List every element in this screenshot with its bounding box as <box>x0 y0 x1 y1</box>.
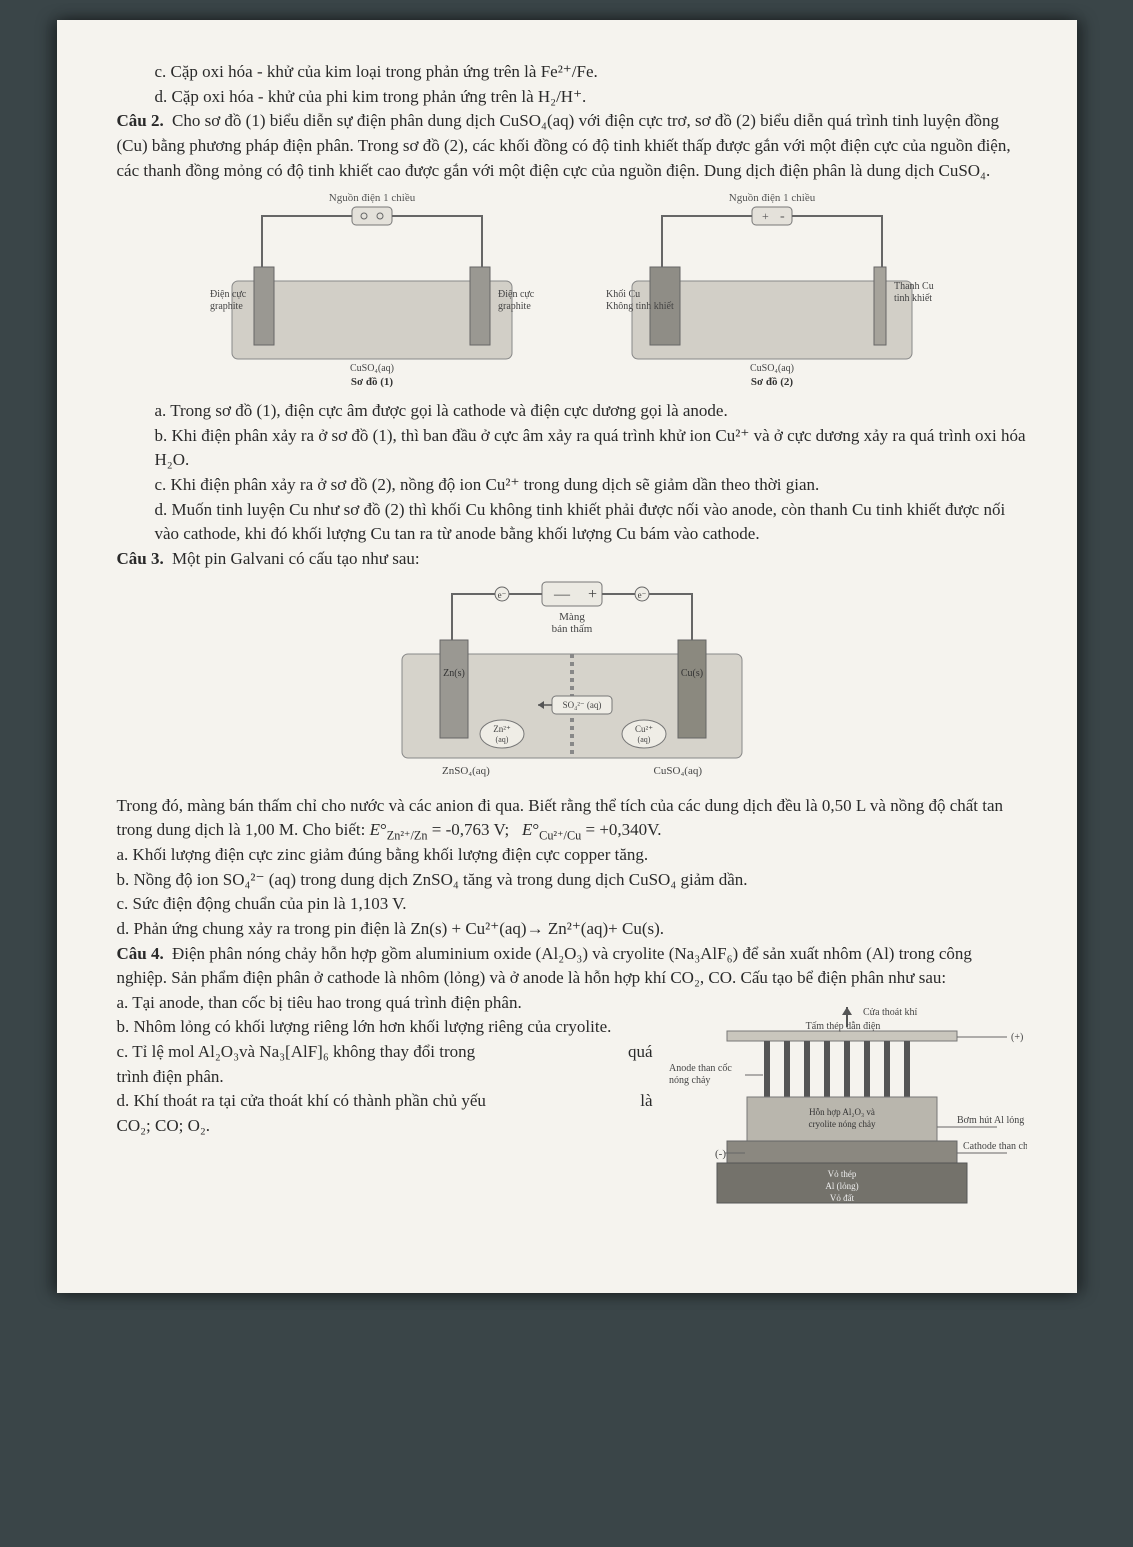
q1-option-c: c. Cặp oxi hóa - khử của kim loại trong … <box>117 60 1027 85</box>
svg-text:bán thấm: bán thấm <box>551 623 592 635</box>
g-zn: Zn(s) <box>443 668 465 679</box>
q3-stem: Câu 3. Một pin Galvani có cấu tạo như sa… <box>117 547 1027 572</box>
q3-label: Câu 3. <box>117 549 164 568</box>
d1-left-elec: Điện cực <box>210 289 247 300</box>
d1-right-elec: Điện cực <box>498 289 535 300</box>
q2-option-c: c. Khi điện phân xảy ra ở sơ đồ (2), nồn… <box>117 473 1027 498</box>
svg-text:+: + <box>588 586 597 603</box>
g-left-sol: ZnSO₄(aq) <box>442 765 490 777</box>
g-right-sol: CuSO₄(aq) <box>653 765 702 777</box>
svg-text:e⁻: e⁻ <box>497 590 506 600</box>
f-anode1: Anode than cốc <box>669 1063 732 1074</box>
q2-stem: Câu 2. Cho sơ đồ (1) biểu diễn sự điện p… <box>117 109 1027 183</box>
q3-para: Trong đó, màng bán thấm chỉ cho nước và … <box>117 794 1027 843</box>
svg-text:(-): (-) <box>715 1148 726 1160</box>
svg-text:graphite: graphite <box>498 301 531 312</box>
svg-text:graphite: graphite <box>210 301 243 312</box>
svg-text:(+): (+) <box>1011 1032 1023 1043</box>
q3-e-zn: E°Zn²⁺/Zn = -0,763 V; <box>370 820 518 839</box>
q3-option-b: b. Nồng độ ion SO₄²⁻ (aq) trong dung dịc… <box>117 868 1027 893</box>
svg-text:—: — <box>553 586 571 603</box>
q2-diagram-2: Nguồn điện 1 chiều + - Khối Cu Không tin… <box>602 189 942 389</box>
q1-option-d: d. Cặp oxi hóa - khử của phi kim trong p… <box>117 85 1027 110</box>
svg-text:+: + <box>762 209 769 223</box>
d2-caption: Sơ đồ (2) <box>750 376 792 388</box>
q4-text: Điện phân nóng chảy hỗn hợp gồm aluminiu… <box>117 944 972 988</box>
f-outlet: Cửa thoát khí <box>863 1007 918 1018</box>
q3-diagram-wrap: — + e⁻ e⁻ Màng bán thấm Zn(s) Cu(s) Zn²⁺… <box>117 576 1027 786</box>
d1-caption: Sơ đồ (1) <box>350 376 392 388</box>
q3-option-c: c. Sức điện động chuẩn của pin là 1,103 … <box>117 892 1027 917</box>
f-melt: Hỗn hợp Al₂O₃ và <box>809 1107 875 1117</box>
q4-d-tail: là <box>640 1089 652 1114</box>
q3-option-d: d. Phản ứng chung xảy ra trong pin điện … <box>117 917 1027 942</box>
svg-text:Zn²⁺: Zn²⁺ <box>493 724 511 734</box>
q2-diagram-1: Nguồn điện 1 chiều Điện cực graphite Điệ… <box>202 189 542 389</box>
q2-option-a: a. Trong sơ đồ (1), điện cực âm được gọi… <box>117 399 1027 424</box>
document-page: c. Cặp oxi hóa - khử của kim loại trong … <box>57 20 1077 1293</box>
svg-text:tinh khiết: tinh khiết <box>894 293 932 304</box>
svg-text:e⁻: e⁻ <box>637 590 646 600</box>
q4-d-main: d. Khí thoát ra tại cửa thoát khí có thà… <box>117 1091 486 1110</box>
d2-left-elec: Khối Cu <box>606 289 640 300</box>
q2-diagram-row: Nguồn điện 1 chiều Điện cực graphite Điệ… <box>117 189 1027 389</box>
q4-stem: Câu 4. Điện phân nóng chảy hỗn hợp gồm a… <box>117 942 1027 991</box>
q4-c-tail: quá <box>628 1040 653 1065</box>
svg-text:cryolite nóng chảy: cryolite nóng chảy <box>808 1119 875 1129</box>
q3-option-a: a. Khối lượng điện cực zinc giảm đúng bằ… <box>117 843 1027 868</box>
q4-c-main: c. Tỉ lệ mol Al₂O₃và Na₃[AlF]₆ không tha… <box>117 1042 476 1061</box>
q2-diagram-1-svg: Nguồn điện 1 chiều Điện cực graphite Điệ… <box>202 189 542 389</box>
g-membrane: Màng <box>559 611 585 623</box>
svg-text:Không tinh khiết: Không tinh khiết <box>606 301 674 312</box>
f-cathode: Cathode than chì <box>963 1141 1027 1152</box>
q2-option-b: b. Khi điện phân xảy ra ở sơ đồ (1), thì… <box>117 424 1027 473</box>
f-alout: Bơm hút Al lỏng <box>957 1115 1024 1126</box>
q4-figure-svg: Cửa thoát khí Tấm thép dẫn điện (+) Anod… <box>667 997 1027 1227</box>
q3-e-cu: E°Cu²⁺/Cu = +0,340V. <box>522 820 662 839</box>
q2-diagram-2-svg: Nguồn điện 1 chiều + - Khối Cu Không tin… <box>602 189 942 389</box>
q3-galvanic-svg: — + e⁻ e⁻ Màng bán thấm Zn(s) Cu(s) Zn²⁺… <box>382 576 762 786</box>
q3-text: Một pin Galvani có cấu tạo như sau: <box>168 549 420 568</box>
q2-text: Cho sơ đồ (1) biểu diễn sự điện phân dun… <box>117 111 1011 179</box>
svg-text:nóng chảy: nóng chảy <box>669 1075 710 1086</box>
d2-right-elec: Thanh Cu <box>894 281 934 292</box>
d1-solution: CuSO₄(aq) <box>349 363 393 374</box>
svg-text:SO₄²⁻ (aq): SO₄²⁻ (aq) <box>562 700 601 710</box>
f-b2: Al (lỏng) <box>825 1181 858 1191</box>
f-b3: Vỏ đất <box>829 1193 854 1203</box>
g-cu: Cu(s) <box>680 668 702 679</box>
q2-label: Câu 2. <box>117 111 164 130</box>
d2-solution: CuSO₄(aq) <box>749 363 793 374</box>
svg-text:Cu²⁺: Cu²⁺ <box>635 724 653 734</box>
f-steel: Tấm thép dẫn điện <box>805 1021 880 1032</box>
svg-text:(aq): (aq) <box>495 735 508 744</box>
q4-figure: Cửa thoát khí Tấm thép dẫn điện (+) Anod… <box>667 997 1027 1233</box>
d2-source-label: Nguồn điện 1 chiều <box>728 192 815 204</box>
q2-option-d: d. Muốn tinh luyện Cu như sơ đồ (2) thì … <box>117 498 1027 547</box>
d1-source-label: Nguồn điện 1 chiều <box>328 192 415 204</box>
f-b1: Vỏ thép <box>827 1169 856 1179</box>
svg-text:(aq): (aq) <box>637 735 650 744</box>
svg-text:-: - <box>780 209 785 224</box>
q4-label: Câu 4. <box>117 944 164 963</box>
